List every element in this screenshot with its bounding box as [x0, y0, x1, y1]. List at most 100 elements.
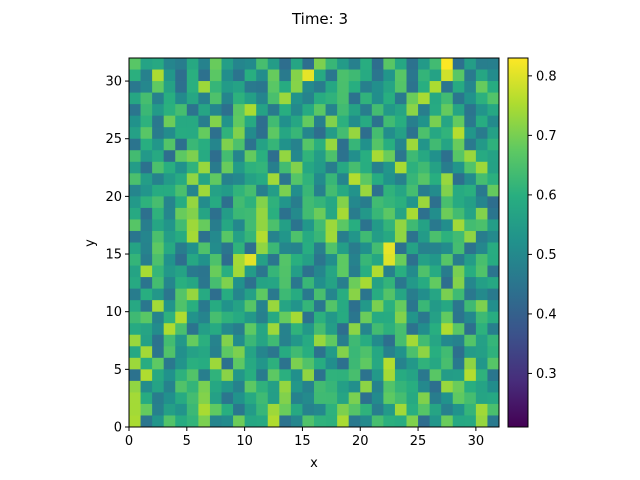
- heatmap-cell: [290, 150, 303, 163]
- heatmap-cell: [464, 81, 477, 93]
- heatmap-cell: [140, 138, 153, 151]
- heatmap-cell: [186, 415, 199, 428]
- heatmap-cell: [290, 392, 303, 405]
- heatmap-cell: [337, 323, 350, 336]
- heatmap-cell: [140, 58, 153, 70]
- heatmap-cell: [244, 242, 257, 255]
- heatmap-cell: [267, 150, 280, 163]
- heatmap-cell: [394, 242, 407, 255]
- heatmap-cell: [163, 334, 176, 347]
- y-tick-label: 30: [105, 75, 122, 90]
- heatmap-cell: [244, 127, 257, 140]
- heatmap-cell: [129, 219, 141, 232]
- heatmap-cell: [394, 311, 407, 324]
- heatmap-cell: [441, 369, 454, 382]
- heatmap-cell: [429, 184, 442, 197]
- heatmap-cell: [244, 334, 257, 347]
- heatmap-cell: [175, 69, 188, 82]
- y-tick-label: 10: [105, 305, 122, 320]
- heatmap-cell: [383, 403, 396, 416]
- heatmap-cell: [394, 323, 407, 336]
- heatmap-cell: [394, 115, 407, 128]
- heatmap-cell: [163, 230, 176, 243]
- heatmap-cell: [325, 104, 338, 117]
- heatmap-cell: [337, 254, 350, 266]
- heatmap-cell: [129, 392, 141, 405]
- heatmap-cell: [441, 230, 454, 243]
- heatmap-cell: [475, 138, 488, 151]
- heatmap-cell: [152, 207, 165, 220]
- heatmap-cell: [383, 81, 396, 93]
- heatmap-cell: [198, 58, 211, 70]
- heatmap-cell: [152, 254, 165, 266]
- heatmap-cell: [186, 230, 199, 243]
- heatmap-cell: [244, 415, 257, 428]
- heatmap-cell: [279, 346, 292, 359]
- heatmap-cell: [198, 300, 211, 313]
- heatmap-cell: [464, 173, 477, 186]
- heatmap-cell: [279, 380, 292, 393]
- heatmap-cell: [429, 265, 442, 278]
- heatmap-cell: [175, 58, 188, 70]
- heatmap-cell: [487, 138, 500, 151]
- heatmap-cell: [290, 277, 303, 290]
- heatmap-cell: [152, 323, 165, 336]
- heatmap-cell: [429, 92, 442, 105]
- heatmap-cell: [418, 265, 431, 278]
- heatmap-cell: [186, 219, 199, 232]
- heatmap-cell: [233, 288, 246, 301]
- heatmap-cell: [244, 346, 257, 359]
- heatmap-cell: [209, 242, 222, 255]
- heatmap-cell: [267, 288, 280, 301]
- heatmap-cell: [175, 196, 188, 209]
- heatmap-cell: [371, 150, 384, 163]
- heatmap-cell: [371, 369, 384, 382]
- heatmap-cell: [475, 403, 488, 416]
- heatmap-cell: [429, 207, 442, 220]
- heatmap-cell: [221, 254, 234, 266]
- heatmap-cell: [371, 415, 384, 428]
- heatmap-cell: [209, 184, 222, 197]
- heatmap-cell: [129, 196, 141, 209]
- heatmap-cell: [256, 184, 269, 197]
- heatmap-cell: [152, 392, 165, 405]
- heatmap-cell: [140, 357, 153, 370]
- x-tick-label: 15: [294, 434, 311, 449]
- heatmap-cell: [152, 369, 165, 382]
- heatmap-cell: [429, 69, 442, 82]
- heatmap-cell: [337, 380, 350, 393]
- heatmap-cell: [129, 346, 141, 359]
- heatmap-cell: [464, 288, 477, 301]
- heatmap-cell: [267, 415, 280, 428]
- heatmap-cell: [256, 173, 269, 186]
- heatmap-cell: [175, 392, 188, 405]
- heatmap-cell: [140, 115, 153, 128]
- heatmap-cell: [267, 254, 280, 266]
- heatmap-cell: [244, 161, 257, 174]
- heatmap-cell: [360, 242, 373, 255]
- heatmap-cell: [302, 127, 315, 140]
- heatmap-cell: [406, 81, 419, 93]
- heatmap-cell: [129, 150, 141, 163]
- heatmap-cell: [406, 334, 419, 347]
- heatmap-cell: [464, 150, 477, 163]
- heatmap-cell: [325, 58, 338, 70]
- heatmap-cell: [186, 300, 199, 313]
- heatmap-cell: [487, 380, 500, 393]
- heatmap-cell: [186, 334, 199, 347]
- heatmap-cell: [267, 311, 280, 324]
- heatmap-cell: [244, 138, 257, 151]
- heatmap-cell: [256, 161, 269, 174]
- heatmap-cell: [348, 127, 361, 140]
- heatmap-cell: [140, 254, 153, 266]
- x-tick-label: 5: [183, 434, 191, 449]
- heatmap-cell: [418, 115, 431, 128]
- heatmap-cell: [348, 138, 361, 151]
- heatmap-cell: [452, 334, 465, 347]
- heatmap-cell: [475, 127, 488, 140]
- heatmap-cell: [233, 219, 246, 232]
- heatmap-cell: [429, 230, 442, 243]
- heatmap-cell: [394, 219, 407, 232]
- heatmap-cell: [429, 150, 442, 163]
- heatmap-cell: [383, 150, 396, 163]
